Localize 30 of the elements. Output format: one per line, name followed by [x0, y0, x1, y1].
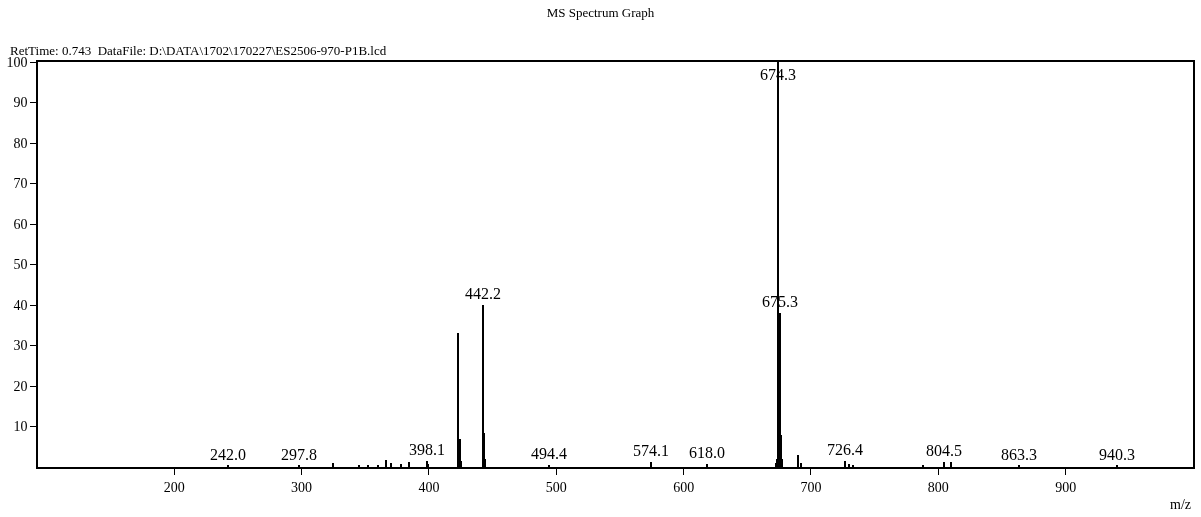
annotation: 726.4	[827, 441, 863, 458]
y-tick-label: 20	[13, 378, 28, 394]
x-tick-label: 800	[927, 479, 949, 495]
chart-title: MS Spectrum Graph	[546, 4, 655, 20]
y-tick-label: 80	[13, 135, 28, 151]
x-tick-label: 300	[291, 479, 313, 495]
x-tick-label: 200	[163, 479, 185, 495]
y-tick-label: 90	[13, 95, 28, 111]
y-tick-label: 10	[13, 419, 28, 435]
x-tick-label: 700	[800, 479, 822, 495]
y-tick-label: 60	[13, 216, 28, 232]
annotation: 398.1	[409, 441, 445, 458]
annotation: 940.3	[1099, 446, 1135, 463]
y-tick-label: 70	[13, 176, 28, 192]
x-tick-label: 500	[545, 479, 567, 495]
x-tick-label: 900	[1055, 479, 1077, 495]
annotation: 494.4	[531, 445, 567, 462]
annotation: 297.8	[281, 446, 317, 463]
y-tick-label: 40	[13, 297, 28, 313]
annotation: 863.3	[1001, 446, 1037, 463]
annotation: 574.1	[633, 442, 669, 459]
annotation: 804.5	[926, 442, 962, 459]
annotation: 242.0	[210, 446, 246, 463]
y-tick-label: 50	[13, 257, 28, 273]
x-axis-title: m/z	[1170, 497, 1191, 512]
x-tick-label: 400	[418, 479, 440, 495]
annotation: 442.2	[465, 285, 501, 302]
y-tick-label: 30	[13, 338, 28, 354]
x-tick-label: 600	[673, 479, 695, 495]
annotation: 618.0	[689, 444, 725, 461]
